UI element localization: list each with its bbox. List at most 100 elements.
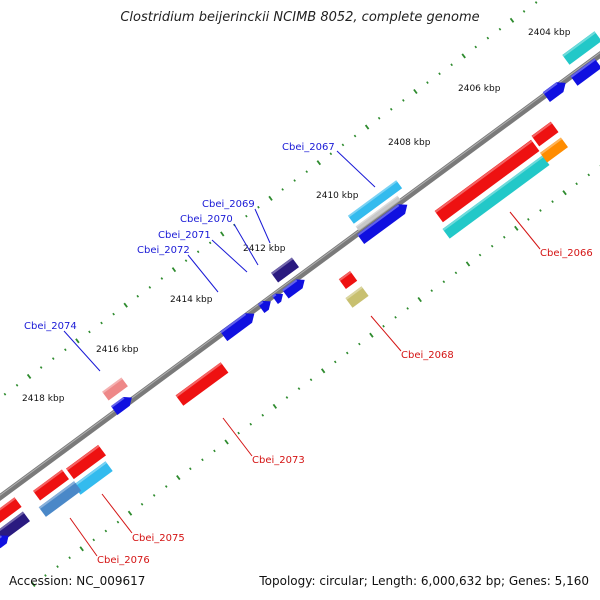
gene-label[interactable]: Cbei_2073 xyxy=(252,455,305,466)
gene-feature[interactable] xyxy=(540,137,568,163)
accession-text: Accession: NC_009617 xyxy=(9,574,146,588)
tick-mark xyxy=(44,574,47,577)
tick-mark xyxy=(104,529,108,533)
tick-mark xyxy=(478,253,482,257)
gene-feature[interactable] xyxy=(357,204,408,244)
gene-feature[interactable] xyxy=(66,444,106,480)
tick-mark xyxy=(461,53,466,59)
leader-line xyxy=(187,254,219,293)
tick-mark xyxy=(220,231,225,237)
tick-mark xyxy=(382,324,385,328)
gene-label[interactable]: Cbei_2068 xyxy=(401,350,454,361)
tick-label: 2408 kbp xyxy=(388,138,431,148)
tick-mark xyxy=(39,366,43,369)
gene-label[interactable]: Cbei_2066 xyxy=(540,248,593,259)
gene-feature[interactable] xyxy=(175,362,229,406)
tick-mark xyxy=(406,307,409,310)
gene-feature[interactable] xyxy=(0,511,30,543)
gene-label[interactable]: Cbei_2070 xyxy=(180,214,233,225)
tick-mark xyxy=(272,403,278,409)
gene-feature[interactable] xyxy=(102,377,128,401)
tick-mark xyxy=(116,520,120,524)
leader-line xyxy=(370,315,402,352)
tick-mark xyxy=(261,413,265,417)
tick-mark xyxy=(100,321,103,325)
leader-line xyxy=(254,208,271,244)
gene-label[interactable]: Cbei_2074 xyxy=(24,321,77,332)
tick-mark xyxy=(345,351,349,355)
leader-lines xyxy=(63,150,541,557)
gene-feature[interactable] xyxy=(0,535,9,549)
tick-mark xyxy=(112,312,115,316)
tick-mark xyxy=(3,392,7,396)
tick-mark xyxy=(417,296,422,303)
tick-mark xyxy=(281,188,284,191)
tick-labels: 2404 kbp 2406 kbp 2408 kbp 2410 kbp 2412… xyxy=(22,28,571,404)
tick-mark xyxy=(148,286,152,289)
tick-mark xyxy=(329,152,333,156)
tick-label: 2418 kbp xyxy=(22,394,65,404)
gene-feature[interactable] xyxy=(570,58,600,86)
gene-label[interactable]: Cbei_2071 xyxy=(158,230,211,241)
tick-mark xyxy=(15,383,19,387)
gene-feature[interactable] xyxy=(220,313,255,342)
gene-feature[interactable] xyxy=(347,180,403,224)
gene-feature[interactable] xyxy=(282,279,305,299)
gene-feature[interactable] xyxy=(33,469,69,501)
leader-line xyxy=(63,330,101,372)
gene-feature[interactable] xyxy=(73,461,113,495)
gene-label[interactable]: Cbei_2076 xyxy=(97,555,150,566)
tick-mark xyxy=(201,458,204,462)
leader-line xyxy=(222,417,253,457)
tick-mark xyxy=(160,277,164,280)
tick-mark xyxy=(75,338,80,344)
tick-ring xyxy=(3,1,600,587)
tick-mark xyxy=(394,316,397,319)
gene-label[interactable]: Cbei_2072 xyxy=(137,245,190,256)
gene-feature[interactable] xyxy=(531,121,559,147)
gene-label[interactable]: Cbei_2075 xyxy=(132,533,185,544)
tick-mark xyxy=(268,195,273,201)
tick-mark xyxy=(562,190,567,196)
gene-feature[interactable] xyxy=(0,497,22,524)
gene-feature[interactable] xyxy=(110,396,132,415)
gene-label[interactable]: Cbei_2069 xyxy=(202,199,255,210)
gene-feature[interactable] xyxy=(345,286,369,308)
tick-mark xyxy=(305,170,309,173)
tick-mark xyxy=(402,99,405,102)
gene-feature[interactable] xyxy=(434,139,540,223)
gene-label[interactable]: Cbei_2067 xyxy=(282,142,335,153)
gene-feature[interactable] xyxy=(38,481,82,517)
tick-mark xyxy=(136,294,140,298)
tick-mark xyxy=(358,342,361,346)
tick-mark xyxy=(88,330,91,334)
genome-backbone-highlight xyxy=(0,52,600,496)
tick-mark xyxy=(551,200,554,203)
tick-mark xyxy=(450,63,453,67)
tick-mark xyxy=(413,88,418,95)
leader-line xyxy=(211,239,248,273)
gene-feature[interactable] xyxy=(442,155,550,239)
tick-mark xyxy=(309,378,313,382)
tick-mark xyxy=(498,27,502,31)
gene-feature[interactable] xyxy=(272,293,283,304)
tick-label: 2406 kbp xyxy=(458,84,501,94)
genome-backbone xyxy=(0,51,600,501)
gene-feature[interactable] xyxy=(338,271,358,289)
gene-feature[interactable] xyxy=(271,257,299,283)
gene-feature[interactable] xyxy=(542,82,566,102)
tick-mark xyxy=(320,368,326,374)
tick-mark xyxy=(333,360,337,364)
tick-mark xyxy=(426,81,429,84)
gene-feature[interactable] xyxy=(257,300,271,313)
tick-mark xyxy=(297,387,301,390)
gene-feature[interactable] xyxy=(355,195,401,231)
tick-mark xyxy=(522,10,526,13)
tick-label: 2412 kbp xyxy=(243,244,286,254)
tick-mark xyxy=(64,348,67,352)
tick-mark xyxy=(123,302,128,308)
tick-mark xyxy=(237,431,240,435)
tick-mark xyxy=(224,439,229,445)
gene-feature[interactable] xyxy=(562,31,600,65)
